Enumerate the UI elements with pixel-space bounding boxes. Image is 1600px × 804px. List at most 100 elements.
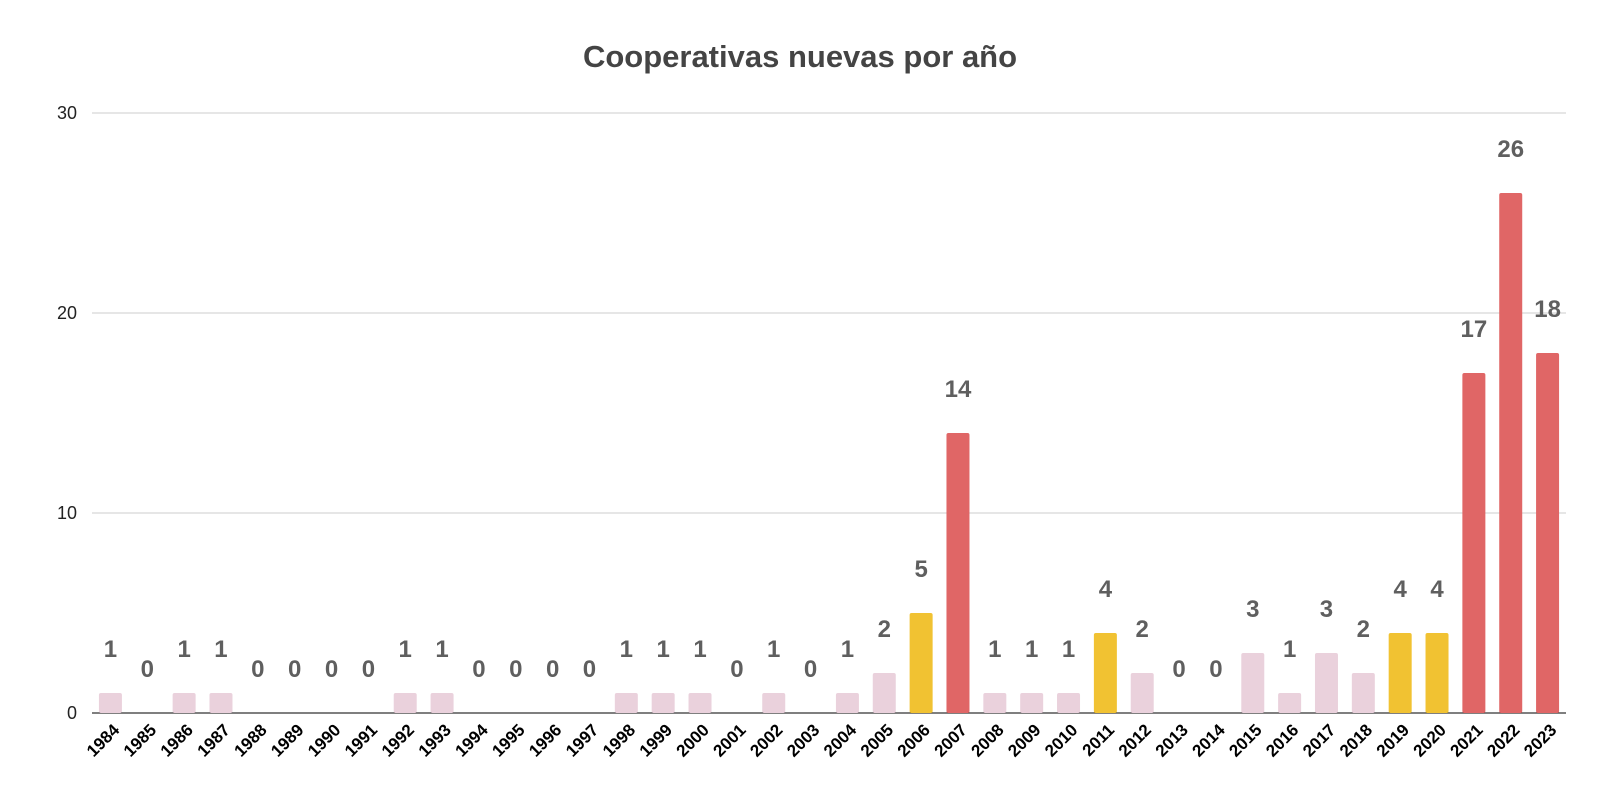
x-tick-label: 2021 (1447, 720, 1487, 760)
bar-2006 (909, 613, 933, 713)
data-label-2021: 17 (1461, 316, 1488, 343)
bar-2017 (1314, 653, 1338, 713)
bar-2007 (946, 433, 970, 713)
y-axis-ticks: 0 10 20 30 (57, 103, 77, 723)
data-label-2010: 1 (1062, 636, 1075, 663)
x-tick-label: 2023 (1520, 720, 1560, 760)
data-label-2022: 26 (1497, 136, 1524, 163)
bar-1999 (651, 693, 675, 713)
data-label-2009: 1 (1025, 636, 1038, 663)
x-tick-label: 1986 (157, 720, 197, 760)
x-tick-label: 2017 (1299, 720, 1339, 760)
bar-2005 (872, 673, 896, 713)
bar-1998 (614, 693, 638, 713)
x-tick-label: 2012 (1115, 720, 1155, 760)
x-tick-label: 1984 (83, 720, 124, 761)
x-tick-label: 1999 (636, 720, 676, 760)
x-tick-label: 2016 (1262, 720, 1302, 760)
data-label-2023: 18 (1534, 296, 1561, 323)
x-tick-label: 2020 (1410, 720, 1450, 760)
x-tick-label: 1998 (599, 720, 639, 760)
x-tick-label: 2013 (1152, 720, 1192, 760)
x-tick-label: 1990 (304, 720, 344, 760)
x-tick-label: 2005 (857, 720, 897, 760)
x-tick-label: 2004 (820, 720, 861, 761)
x-tick-label: 2022 (1483, 720, 1523, 760)
bar-2012 (1130, 673, 1154, 713)
bar-2010 (1057, 693, 1081, 713)
data-label-1993: 1 (435, 636, 448, 663)
x-tick-label: 2002 (746, 720, 786, 760)
data-label-2015: 3 (1246, 596, 1259, 623)
x-tick-label: 1994 (452, 720, 493, 761)
bar-2004 (835, 693, 859, 713)
bar-2019 (1388, 633, 1412, 713)
x-tick-label: 1985 (120, 720, 160, 760)
data-label-2019: 4 (1393, 576, 1407, 603)
bar-2011 (1093, 633, 1117, 713)
bar-2020 (1425, 633, 1449, 713)
data-label-1988: 0 (251, 656, 264, 683)
bar-2015 (1241, 653, 1265, 713)
x-tick-label: 2007 (931, 720, 971, 760)
x-tick-label: 1988 (230, 720, 270, 760)
x-tick-label: 2001 (710, 720, 750, 760)
data-label-1995: 0 (509, 656, 522, 683)
data-label-1996: 0 (546, 656, 559, 683)
data-label-1989: 0 (288, 656, 301, 683)
data-label-2012: 2 (1136, 616, 1149, 643)
data-label-2007: 14 (945, 376, 972, 403)
bar-1992 (393, 693, 417, 713)
data-label-2020: 4 (1430, 576, 1444, 603)
bar-2002 (762, 693, 786, 713)
data-label-1998: 1 (620, 636, 633, 663)
x-tick-label: 2000 (673, 720, 713, 760)
bar-1984 (98, 693, 122, 713)
data-label-2011: 4 (1099, 576, 1113, 603)
y-tick-label: 10 (57, 503, 77, 523)
x-tick-label: 2003 (783, 720, 823, 760)
x-tick-label: 1987 (194, 720, 234, 760)
bar-2018 (1351, 673, 1375, 713)
x-tick-label: 1992 (378, 720, 418, 760)
x-tick-label: 1995 (488, 720, 528, 760)
bar-2009 (1020, 693, 1044, 713)
data-label-1986: 1 (177, 636, 190, 663)
chart-title: Cooperativas nuevas por año (583, 39, 1017, 74)
x-tick-label: 1997 (562, 720, 602, 760)
x-tick-label: 1991 (341, 720, 381, 760)
x-tick-label: 2008 (967, 720, 1007, 760)
x-tick-label: 2014 (1189, 720, 1230, 761)
data-label-1984: 1 (104, 636, 117, 663)
data-label-2003: 0 (804, 656, 817, 683)
x-tick-label: 2019 (1373, 720, 1413, 760)
data-label-1991: 0 (362, 656, 375, 683)
data-label-2016: 1 (1283, 636, 1296, 663)
bar-2023 (1536, 353, 1560, 713)
data-label-1994: 0 (472, 656, 485, 683)
data-label-1997: 0 (583, 656, 596, 683)
bar-1986 (172, 693, 196, 713)
data-label-1987: 1 (214, 636, 227, 663)
x-tick-label: 2010 (1041, 720, 1081, 760)
data-label-2005: 2 (878, 616, 891, 643)
x-tick-label: 1989 (267, 720, 307, 760)
bar-2021 (1462, 373, 1486, 713)
data-label-1990: 0 (325, 656, 338, 683)
y-tick-label: 20 (57, 303, 77, 323)
x-tick-label: 1993 (415, 720, 455, 760)
y-tick-label: 0 (67, 703, 77, 723)
gridlines (92, 112, 1566, 714)
x-tick-label: 2015 (1225, 720, 1265, 760)
bar-1987 (209, 693, 233, 713)
x-tick-label: 2006 (894, 720, 934, 760)
data-label-2008: 1 (988, 636, 1001, 663)
bar-2022 (1499, 193, 1523, 713)
data-label-1999: 1 (656, 636, 669, 663)
bar-2016 (1278, 693, 1302, 713)
data-label-2014: 0 (1209, 656, 1222, 683)
y-tick-label: 30 (57, 103, 77, 123)
x-tick-label: 2018 (1336, 720, 1376, 760)
